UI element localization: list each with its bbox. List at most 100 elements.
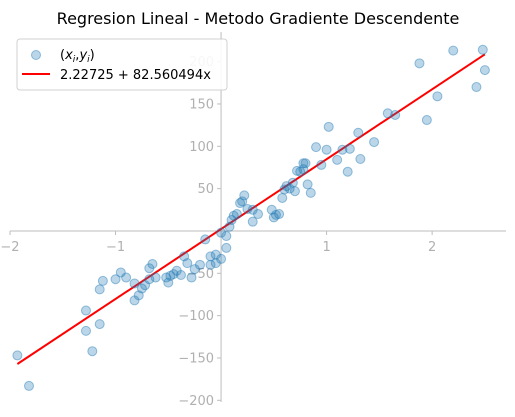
legend-math-close: ) — [90, 48, 95, 63]
data-point — [477, 44, 488, 55]
data-point — [175, 269, 186, 280]
data-point — [316, 159, 327, 170]
data-point — [144, 263, 155, 274]
data-point — [292, 165, 303, 176]
data-point — [281, 181, 292, 192]
data-point — [94, 319, 105, 330]
data-point — [266, 204, 277, 215]
data-point — [247, 204, 258, 215]
legend-math-sub-x: i — [73, 55, 76, 65]
data-point — [302, 179, 313, 190]
data-point — [182, 258, 193, 269]
data-point — [12, 350, 23, 361]
data-point — [115, 267, 126, 278]
data-point — [414, 58, 425, 69]
legend-math-open: ( — [60, 48, 65, 63]
data-point — [277, 192, 288, 203]
data-point — [235, 198, 246, 209]
data-point — [390, 109, 401, 120]
data-point — [129, 278, 140, 289]
data-point — [479, 65, 490, 76]
data-point — [247, 216, 258, 227]
data-point — [163, 277, 174, 288]
data-point — [432, 91, 443, 102]
data-point — [216, 227, 227, 238]
data-point — [23, 380, 34, 391]
data-point — [332, 154, 343, 165]
data-point — [121, 272, 132, 283]
data-point — [80, 305, 91, 316]
x-tick-label: −2 — [0, 240, 19, 255]
y-tick-label: 100 — [189, 140, 214, 155]
data-point — [94, 284, 105, 295]
data-point — [210, 249, 221, 260]
data-point — [216, 253, 227, 264]
data-point — [369, 137, 380, 148]
y-tick-label: −150 — [178, 351, 214, 366]
data-point — [210, 258, 221, 269]
data-point — [298, 158, 309, 169]
data-point — [279, 184, 290, 195]
data-point — [239, 190, 250, 201]
data-point — [382, 108, 393, 119]
x-tick-label: 2 — [428, 240, 436, 255]
data-point — [136, 283, 147, 294]
data-point — [323, 121, 334, 132]
data-point — [144, 274, 155, 285]
data-point — [205, 251, 216, 262]
data-point — [274, 209, 285, 220]
data-point — [140, 280, 151, 291]
regression-line — [16, 53, 486, 365]
data-point — [80, 325, 91, 336]
data-point — [321, 144, 332, 155]
data-point — [295, 166, 306, 177]
data-point — [284, 183, 295, 194]
data-point — [179, 251, 190, 262]
data-point — [221, 242, 232, 253]
data-point — [337, 144, 348, 155]
legend: (xi,yi) 2.22725 + 82.560494x — [16, 38, 228, 91]
y-tick-label: −50 — [187, 267, 214, 282]
data-point — [305, 187, 316, 198]
legend-scatter-label: (xi,yi) — [60, 48, 95, 65]
data-point — [150, 272, 161, 283]
data-point — [200, 234, 211, 245]
data-point — [194, 259, 205, 270]
data-point — [147, 258, 158, 269]
data-point — [353, 127, 364, 138]
data-point — [311, 142, 322, 153]
legend-math-comma: , — [75, 48, 79, 63]
data-point — [231, 209, 242, 220]
data-point — [165, 270, 176, 281]
data-point — [253, 209, 263, 220]
data-point — [133, 290, 144, 301]
data-point — [237, 196, 248, 207]
data-point — [129, 295, 140, 306]
data-point — [228, 210, 239, 221]
legend-math-x: x — [64, 48, 73, 63]
legend-box — [16, 38, 228, 91]
data-point — [298, 164, 309, 175]
chart-title: Regresion Lineal - Metodo Gradiente Desc… — [57, 9, 460, 28]
data-point — [355, 154, 366, 165]
data-point — [189, 264, 200, 275]
data-point — [161, 272, 172, 283]
y-tick-label: −200 — [178, 394, 214, 409]
data-point — [344, 143, 355, 154]
legend-math-y: y — [78, 48, 87, 63]
data-point — [110, 274, 121, 285]
axes: −2−112−200−150−100−5050100150200 — [0, 32, 506, 409]
legend-scatter-marker — [31, 50, 41, 60]
data-point — [448, 45, 459, 56]
data-point — [168, 269, 179, 280]
data-point — [471, 82, 482, 93]
y-tick-label: 150 — [189, 97, 214, 112]
data-point — [171, 265, 182, 276]
data-point — [342, 166, 353, 177]
data-point — [221, 231, 232, 242]
x-tick-label: −1 — [106, 240, 125, 255]
data-point — [224, 221, 235, 232]
data-point — [242, 203, 253, 214]
data-point — [270, 209, 281, 220]
